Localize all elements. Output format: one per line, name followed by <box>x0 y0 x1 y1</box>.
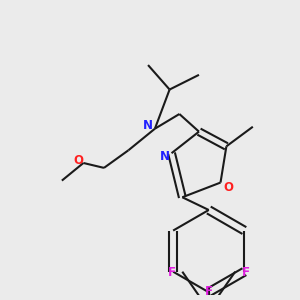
Text: F: F <box>242 266 250 279</box>
Text: N: N <box>143 119 153 132</box>
Text: N: N <box>160 150 170 163</box>
Text: O: O <box>74 154 83 166</box>
Text: F: F <box>205 285 213 298</box>
Text: F: F <box>167 266 175 279</box>
Text: O: O <box>223 181 233 194</box>
